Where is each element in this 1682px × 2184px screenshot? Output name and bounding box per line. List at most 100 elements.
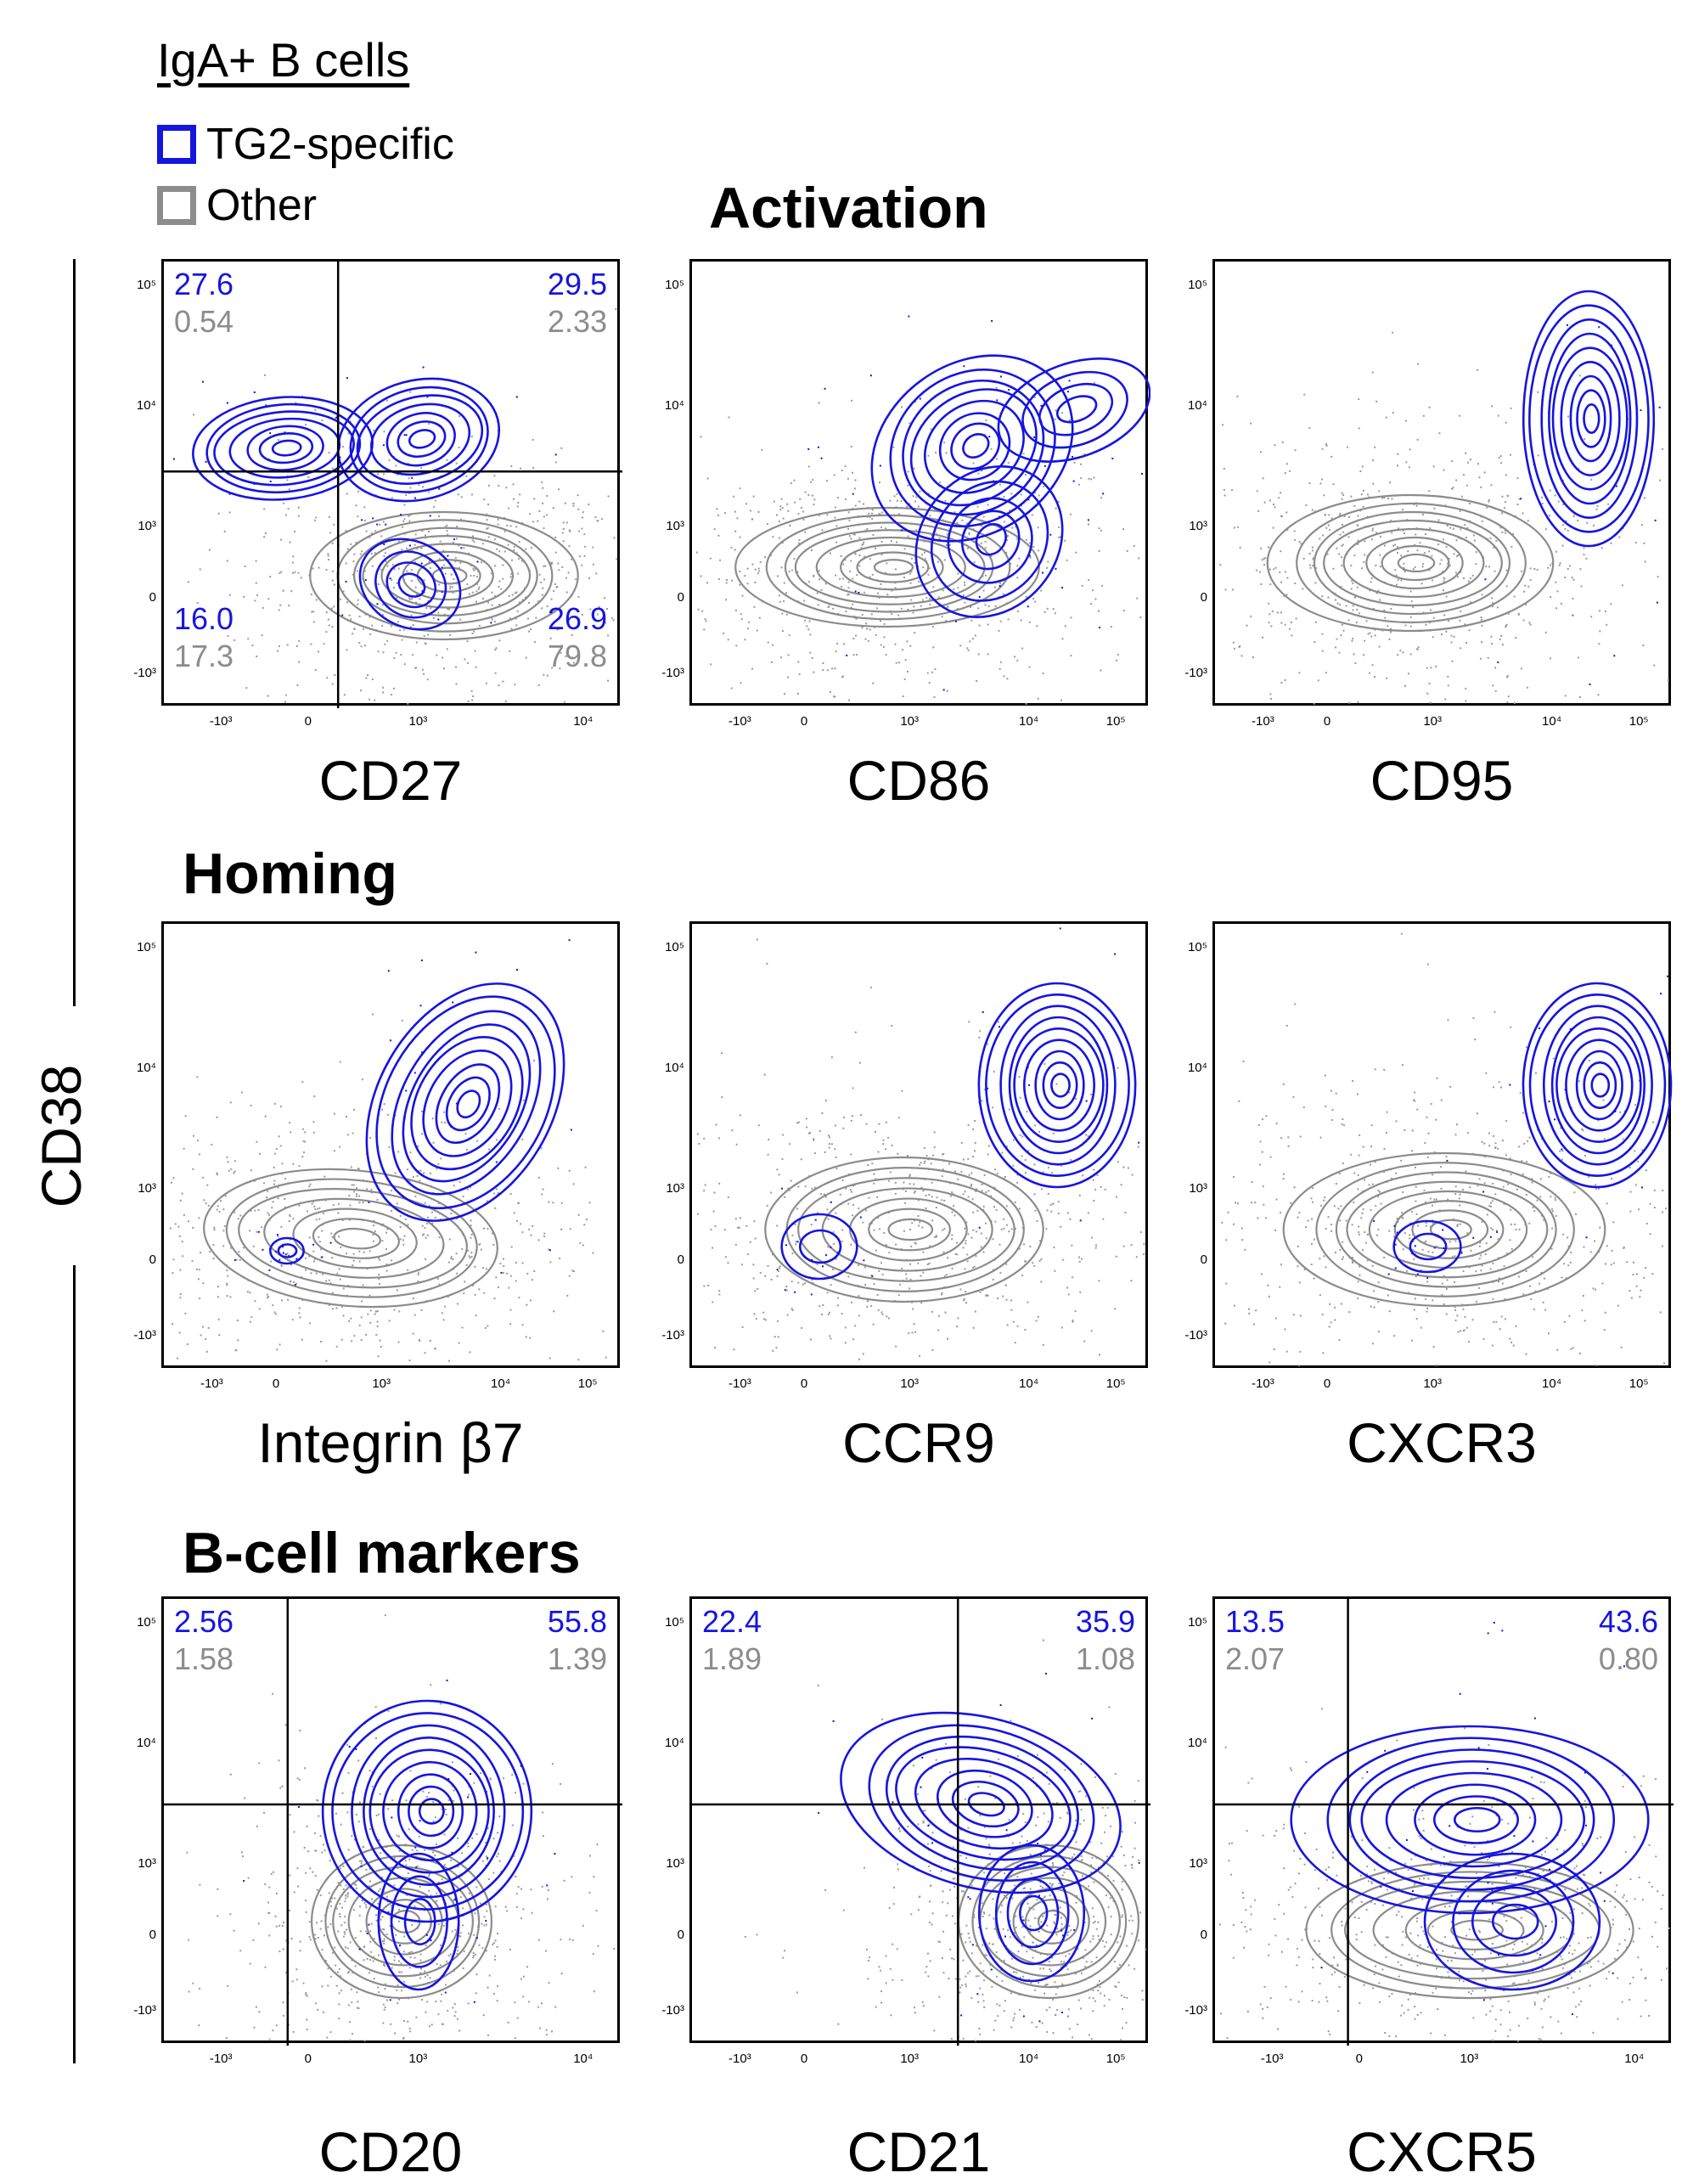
event-dot [776,1168,778,1170]
event-dot [478,1288,480,1290]
event-dot [1026,596,1027,598]
event-dot [531,1888,532,1890]
event-dot [364,520,366,521]
event-dot [1599,610,1600,611]
event-dot [1338,553,1340,554]
event-dot [745,503,747,504]
event-dot [865,1209,867,1211]
event-dot [961,1890,963,1892]
event-dot [561,566,563,568]
event-dot [907,485,909,487]
event-dot [1093,1179,1094,1181]
event-dot [315,1850,317,1852]
event-dot [714,1225,716,1227]
event-dot [1403,651,1404,653]
event-dot [263,1182,265,1184]
event-dot [1311,1197,1313,1199]
event-dot [973,463,975,464]
event-dot [859,1062,861,1064]
event-dot [1297,1265,1298,1267]
event-dot [517,573,519,575]
event-dot [520,1979,522,1980]
event-dot [382,1928,384,1930]
event-dot [350,543,352,545]
event-dot [384,1965,385,1967]
event-dot [399,1945,401,1946]
event-dot [1449,527,1451,529]
event-dot [299,1308,301,1309]
x-tick-label: 10⁴ [1004,1376,1055,1391]
event-dot [1426,1281,1428,1283]
tg2-contour-level [408,427,436,450]
event-dot [873,1174,875,1175]
event-dot [913,1184,914,1185]
event-dot [948,1163,950,1165]
event-dot [1463,577,1465,579]
event-dot [531,547,532,549]
event-dot [802,1284,804,1286]
event-dot [332,571,334,572]
event-dot [959,645,961,646]
event-dot [1426,1277,1428,1279]
event-dot [840,1194,841,1196]
event-dot [1429,527,1431,529]
event-dot [383,2004,385,2006]
event-dot [442,1312,443,1314]
event-dot [476,1140,478,1142]
event-dot [1570,1348,1572,1350]
event-dot [1404,685,1406,687]
event-dot [1564,528,1566,530]
event-dot [1595,1289,1596,1291]
event-dot [298,507,300,509]
event-dot [347,1892,349,1894]
event-dot [1021,494,1022,496]
event-dot [483,1925,485,1927]
event-dot [250,1292,251,1293]
event-dot [1007,535,1009,537]
event-dot [1067,1212,1069,1213]
event-dot [999,1026,1000,1027]
event-dot [479,1945,481,1946]
event-dot [854,1325,856,1326]
event-dot [183,1148,185,1150]
event-dot [806,625,807,627]
event-dot [1222,424,1224,425]
event-dot [890,500,892,502]
event-dot [517,2018,519,2019]
plot-canvas [1215,924,1674,1371]
event-dot [1342,624,1343,626]
event-dot [957,587,959,588]
event-dot [450,1860,452,1861]
event-dot [450,1258,452,1259]
event-dot [1528,1137,1530,1139]
event-dot [858,565,860,566]
event-dot [1538,454,1539,456]
event-dot [398,1909,400,1911]
event-dot [283,1922,284,1923]
tg2-contour-level [1044,1062,1077,1107]
event-dot [455,557,457,559]
event-dot [783,600,785,602]
event-dot [1510,1027,1511,1028]
tg2-events [368,939,572,1274]
event-dot [1569,565,1571,566]
event-dot [757,511,759,513]
event-dot [1437,519,1439,521]
event-dot [510,1275,512,1277]
event-dot [523,1100,525,1101]
event-dot [1493,1321,1494,1323]
event-dot [369,1770,371,1771]
x-axis-label: CD95 [1212,748,1671,813]
event-dot [1400,1160,1402,1162]
event-dot [527,618,529,620]
event-dot [269,2039,271,2040]
event-dot [1522,1112,1524,1114]
event-dot [999,668,1001,670]
event-dot [919,1164,920,1166]
event-dot [1612,1221,1614,1223]
event-dot [1300,1315,1302,1317]
event-dot [828,1219,830,1220]
event-dot [938,596,940,598]
event-dot [1490,636,1492,638]
event-dot [1378,1331,1380,1332]
